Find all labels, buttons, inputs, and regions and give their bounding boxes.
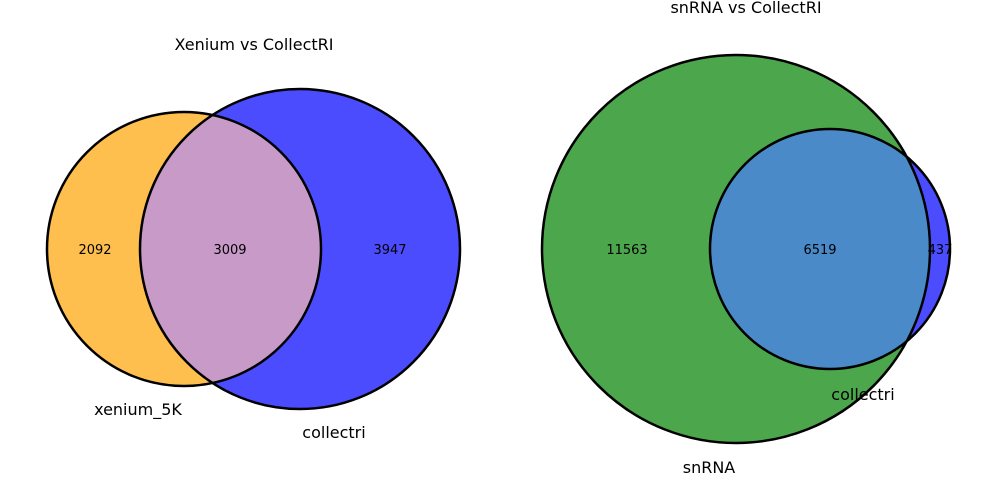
snrna-set-label: snRNA [683,458,736,477]
venn-diagram-xenium-vs-collectri: Xenium vs CollectRI 2092 3009 3947 xeniu… [45,35,462,442]
venn-right-title: snRNA vs CollectRI [670,0,821,17]
collectri-set-label-left: collectri [302,423,365,442]
snrna-collectri-overlap-count: 6519 [803,243,836,258]
venn-left-title: Xenium vs CollectRI [175,35,334,54]
xenium-5k-outline [45,110,323,388]
xenium-collectri-overlap-region [140,112,321,386]
xenium-only-count: 2092 [78,243,111,258]
xenium-5k-set-label: xenium_5K [94,400,182,420]
snrna-collectri-overlap-region [710,129,930,369]
snrna-outline [540,53,932,445]
xenium-collectri-overlap-count: 3009 [213,243,246,258]
collectri-only-count-right: 437 [928,243,953,258]
collectri-outline-right [708,127,952,371]
venn-diagram-snrna-vs-collectri: snRNA vs CollectRI 11563 6519 437 snRNA … [540,0,953,477]
collectri-set-label-right: collectri [831,385,894,404]
collectri-only-count-left: 3947 [373,243,406,258]
snrna-only-count: 11563 [606,243,647,258]
collectri-outline-left [138,87,462,411]
